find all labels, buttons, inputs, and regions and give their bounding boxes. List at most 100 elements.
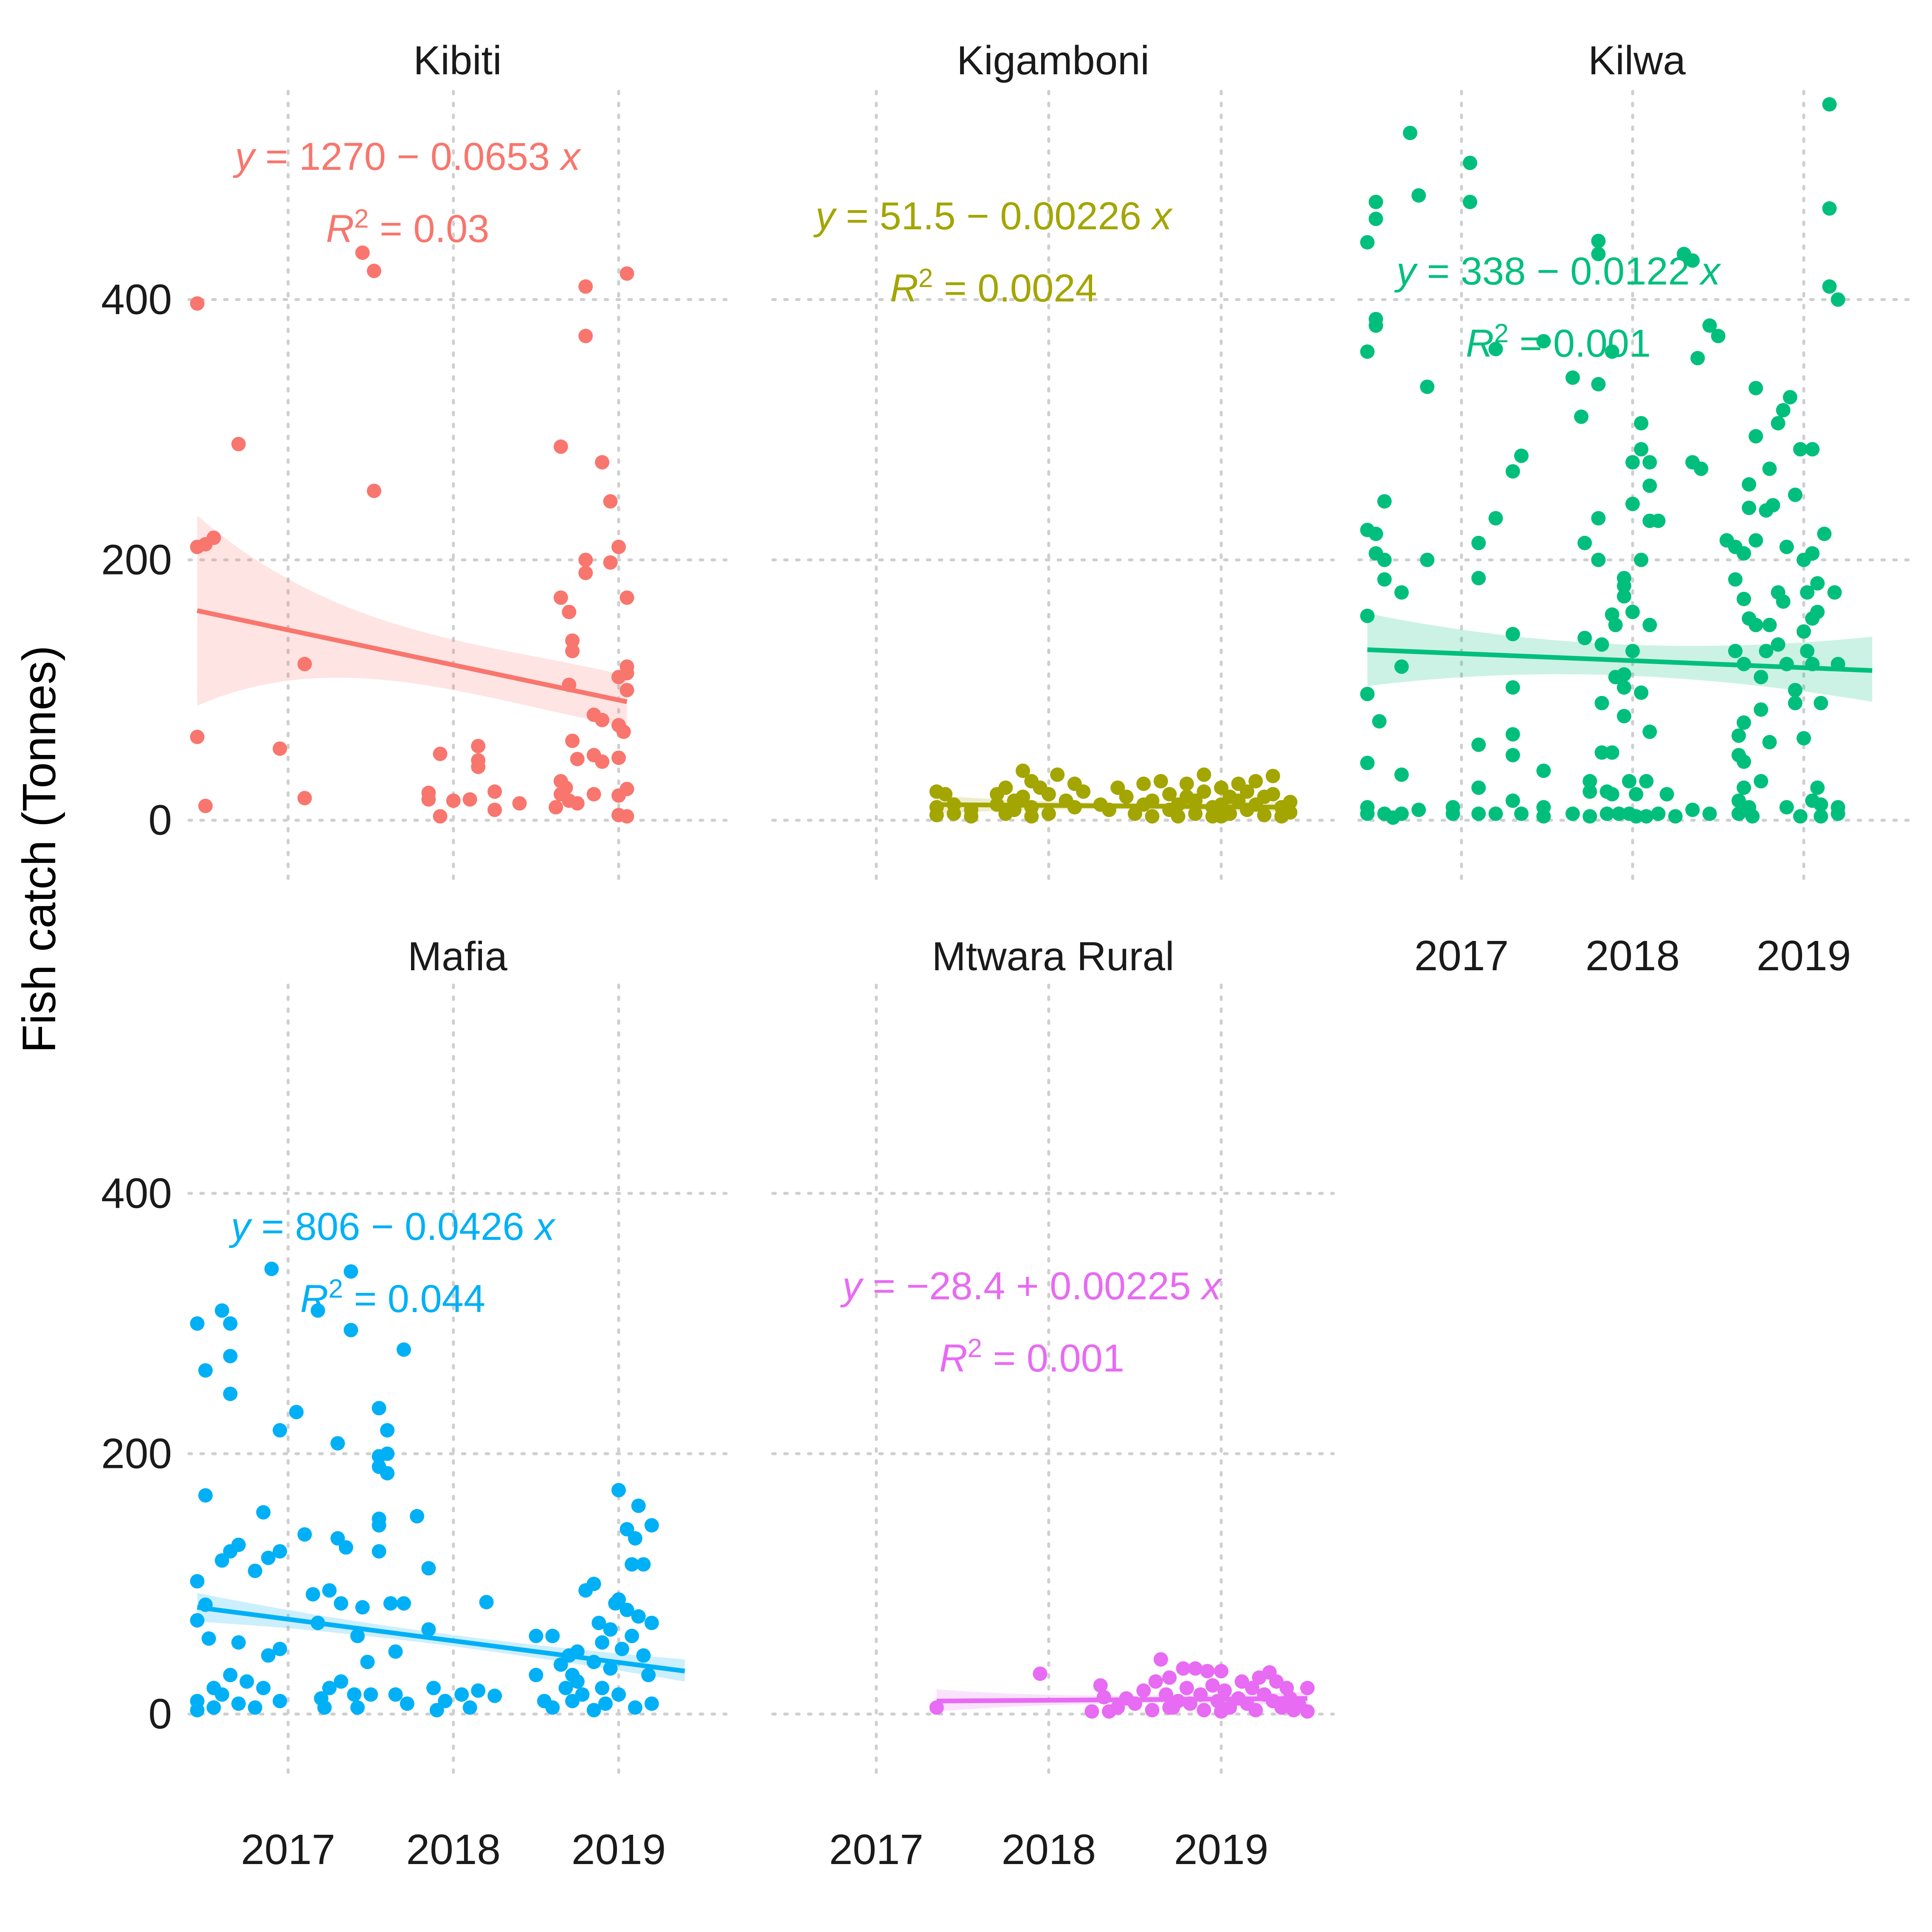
data-point [338, 1540, 353, 1555]
data-point [1214, 809, 1228, 824]
regression-equation: y = 806 − 0.0426 x [228, 1205, 556, 1248]
data-point [1162, 1700, 1177, 1715]
data-point [570, 796, 585, 811]
data-point [1369, 211, 1383, 226]
data-point [322, 1681, 337, 1695]
data-point [1685, 253, 1700, 268]
data-point [1625, 644, 1640, 659]
data-point [214, 1303, 229, 1318]
data-point [529, 1667, 544, 1682]
data-point [1797, 624, 1811, 639]
y-tick-label: 200 [101, 1430, 172, 1478]
data-point [223, 1667, 238, 1682]
data-point [1171, 809, 1186, 824]
data-point [1231, 793, 1246, 808]
data-point [438, 1694, 453, 1709]
data-point [1810, 780, 1825, 795]
x-tick-label: 2018 [406, 1826, 501, 1873]
data-point [1591, 552, 1606, 567]
data-point [372, 1518, 386, 1533]
panel-title: Kilwa [1588, 38, 1686, 83]
data-point [1742, 501, 1756, 515]
data-point [363, 1687, 378, 1702]
data-point [628, 1531, 642, 1546]
data-point [1360, 806, 1375, 821]
data-point [1360, 608, 1375, 623]
regression-line [936, 802, 1290, 810]
data-point [1514, 806, 1529, 821]
data-point [1668, 809, 1683, 824]
data-point [1274, 1700, 1289, 1715]
data-point [1145, 809, 1160, 824]
data-point [631, 1498, 646, 1513]
data-point [1639, 774, 1654, 789]
data-point [231, 1538, 246, 1552]
data-point [565, 733, 580, 748]
data-point [1360, 755, 1375, 770]
data-point [421, 1561, 436, 1576]
panel-title: Kigamboni [957, 38, 1149, 83]
data-point [1145, 1703, 1160, 1718]
data-point [1583, 784, 1597, 799]
data-point [1471, 535, 1486, 550]
data-point [1634, 552, 1649, 567]
data-point [1574, 409, 1588, 424]
data-point [1471, 571, 1486, 586]
data-point [372, 1544, 386, 1559]
data-point [636, 1557, 651, 1572]
data-point [223, 1386, 238, 1401]
data-point [1754, 670, 1769, 684]
data-point [198, 799, 213, 813]
data-point [383, 1596, 398, 1611]
data-point [1205, 1678, 1220, 1693]
data-point [1394, 806, 1409, 821]
data-point [388, 1644, 403, 1659]
data-point [1629, 809, 1643, 824]
data-point [334, 1674, 349, 1689]
data-point [562, 605, 577, 620]
data-point [616, 724, 631, 739]
data-point [929, 808, 944, 822]
data-point [1605, 344, 1619, 359]
data-point [1505, 680, 1520, 695]
panel-title: Mtwara Rural [932, 934, 1174, 979]
data-point [620, 683, 634, 698]
panel-title: Kibiti [413, 38, 501, 83]
data-point [1776, 594, 1791, 609]
data-point [231, 1696, 246, 1711]
data-point [620, 666, 634, 681]
data-point [631, 1609, 646, 1624]
data-point [1136, 1683, 1151, 1698]
data-point [1805, 442, 1820, 456]
data-point [1742, 477, 1756, 492]
data-point [1745, 809, 1760, 824]
data-point [471, 739, 486, 753]
data-point [1214, 780, 1228, 795]
data-point [598, 1696, 613, 1711]
data-point [558, 1681, 573, 1695]
data-point [1015, 789, 1030, 804]
data-point [570, 1674, 585, 1689]
data-point [1762, 462, 1777, 476]
data-point [1617, 589, 1631, 604]
data-point [1565, 806, 1580, 821]
data-point [1188, 806, 1203, 821]
data-point [1197, 1703, 1211, 1718]
regression-equation: y = −28.4 + 0.00225 x [840, 1265, 1223, 1308]
data-point [1617, 680, 1631, 695]
data-point [380, 1423, 395, 1438]
data-point [1622, 774, 1636, 789]
data-point [1800, 585, 1815, 600]
data-point [273, 1423, 287, 1438]
panel-mafia: Mafia y = 806 − 0.0426 x R2 = 0.044 0 200 400… [101, 934, 728, 1873]
data-point [1269, 1674, 1284, 1689]
data-point [446, 793, 461, 808]
x-tick-label: 2019 [1174, 1826, 1268, 1873]
data-point [206, 1700, 221, 1715]
data-point [1050, 767, 1065, 782]
data-point [1162, 1670, 1177, 1685]
data-point [198, 1363, 213, 1378]
data-point [603, 1622, 618, 1637]
data-point [1420, 379, 1435, 394]
panel-title: Mafia [408, 934, 507, 979]
